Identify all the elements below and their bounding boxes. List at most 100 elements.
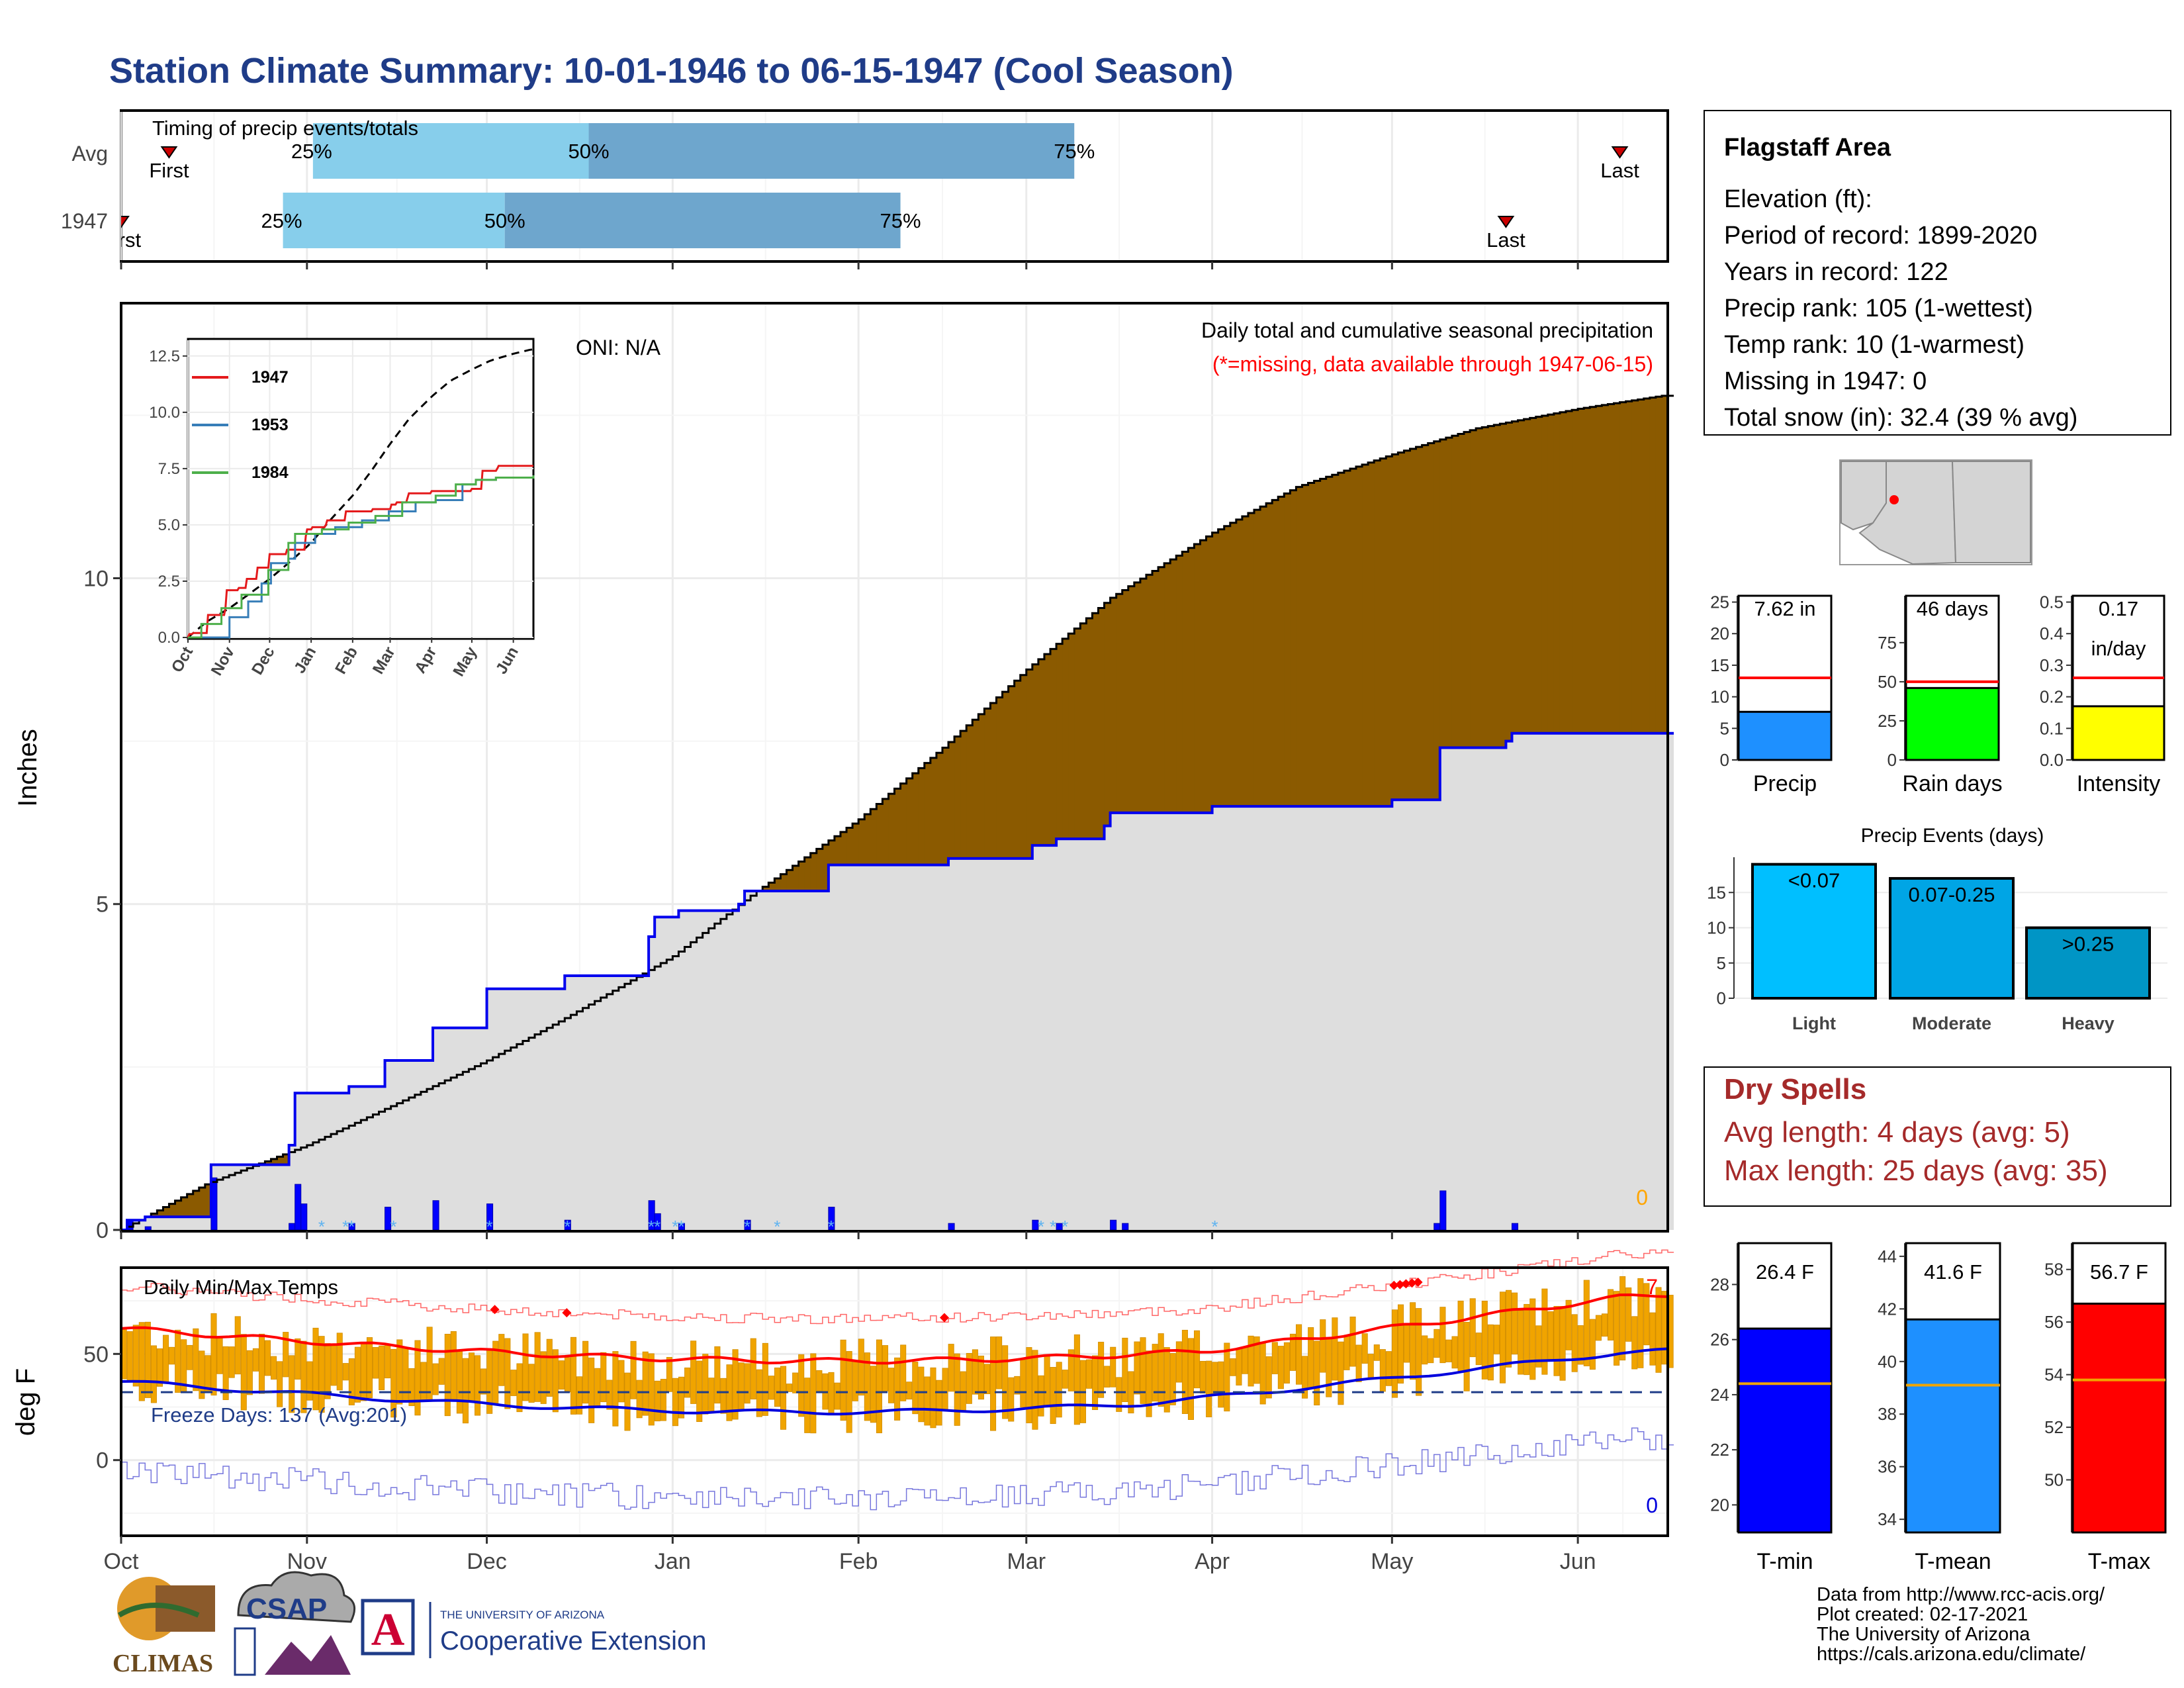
record-high-marker xyxy=(1395,1280,1405,1289)
precip-anomaly-fill xyxy=(1566,410,1572,733)
daily-temp-bar xyxy=(444,1333,451,1417)
station-location-dot xyxy=(1889,495,1899,504)
temp-bar-label: 26.4 F xyxy=(1756,1260,1814,1284)
daily-temp-bar xyxy=(330,1344,337,1386)
precip-anomaly-fill xyxy=(1290,490,1297,807)
events-title: Precip Events (days) xyxy=(1861,825,2044,847)
daily-temp-bar xyxy=(1218,1361,1224,1408)
precip-anomaly-fill xyxy=(1104,602,1111,826)
event-bar xyxy=(2025,926,2151,1000)
temp-value-bar xyxy=(1905,1318,2001,1534)
daily-temp-bar xyxy=(528,1364,535,1403)
daily-temp-bar xyxy=(187,1344,193,1370)
daily-temp-bar xyxy=(1373,1344,1380,1361)
daily-temp-bar xyxy=(264,1340,271,1376)
precip-anomaly-fill xyxy=(1506,422,1513,741)
daily-temp-bar xyxy=(1445,1339,1452,1362)
daily-temp-bar xyxy=(210,1313,217,1396)
temp-bar-name: T-max xyxy=(2088,1549,2150,1574)
daily-temp-bar xyxy=(252,1348,259,1372)
precip-anomaly-fill xyxy=(1637,399,1645,733)
daily-temp-bar xyxy=(390,1348,397,1418)
dry-frame xyxy=(1704,1066,2171,1207)
precip-bar-name: Intensity xyxy=(2077,771,2161,796)
precip-anomaly-fill xyxy=(1242,516,1249,807)
daily-temp-bar xyxy=(588,1357,595,1423)
small-y-tick-label: 50 xyxy=(1878,672,1897,692)
daily-temp-bar xyxy=(1493,1325,1500,1354)
small-y-tick-label: 5 xyxy=(1720,718,1729,738)
timing-bar-q2 xyxy=(588,123,1075,179)
daily-temp-bar xyxy=(1008,1377,1015,1422)
daily-temp-bar xyxy=(480,1368,487,1395)
precip-anomaly-fill xyxy=(852,823,859,865)
daily-temp-bar xyxy=(475,1355,481,1416)
daily-temp-bar xyxy=(222,1346,229,1400)
daily-temp-bar xyxy=(1134,1341,1140,1395)
record-high-marker xyxy=(1389,1280,1399,1290)
precip-anomaly-fill xyxy=(978,714,985,859)
ua-letter: A xyxy=(371,1605,405,1656)
precip-anomaly-fill xyxy=(912,773,919,865)
daily-temp-bar xyxy=(396,1339,403,1405)
daily-temp-bar xyxy=(1002,1345,1009,1419)
precip-anomaly-fill xyxy=(786,870,794,892)
timing-pct-label: 75% xyxy=(1054,140,1095,163)
daily-temp-bar xyxy=(216,1337,223,1374)
daily-temp-bar xyxy=(199,1350,205,1399)
precip-anomaly-fill xyxy=(1236,519,1243,807)
daily-temp-bar xyxy=(1230,1358,1236,1376)
event-bar-name: Moderate xyxy=(1912,1013,1991,1033)
station-name: Flagstaff Area xyxy=(1724,134,1891,162)
precip-anomaly-fill xyxy=(1260,506,1267,807)
precip-anomaly-fill xyxy=(1170,559,1177,813)
daily-temp-bar xyxy=(894,1357,901,1421)
small-y-tick-label: 24 xyxy=(1710,1385,1729,1405)
daily-temp-bar xyxy=(1265,1356,1272,1399)
precip-anomaly-fill xyxy=(199,1188,206,1217)
snow-marker: * xyxy=(342,1217,349,1237)
small-y-tick-label: 0.4 xyxy=(2040,624,2064,643)
precip-bar-label: 46 days xyxy=(1917,597,1989,620)
temp-bar-name: T-min xyxy=(1757,1549,1813,1574)
daily-temp-bar xyxy=(1014,1376,1021,1395)
daily-temp-bar xyxy=(774,1367,780,1407)
inset-y-tick-label: 10.0 xyxy=(149,404,180,422)
precip-anomaly-fill xyxy=(1050,649,1057,846)
daily-temp-bar xyxy=(1553,1305,1560,1376)
precip-anomaly-fill xyxy=(1158,567,1165,813)
daily-temp-bar xyxy=(720,1378,727,1414)
small-y-tick-label: 38 xyxy=(1878,1404,1897,1424)
precip-anomaly-fill xyxy=(163,1207,170,1217)
temp-value-bar xyxy=(1737,1327,1833,1534)
daily-temp-bar xyxy=(1625,1287,1632,1342)
precip-anomaly-fill xyxy=(1284,493,1291,807)
daily-temp-bar xyxy=(1583,1280,1590,1366)
record-high-marker xyxy=(490,1305,500,1315)
daily-temp-bar xyxy=(1181,1329,1188,1415)
daily-temp-bar xyxy=(1194,1330,1201,1389)
daily-temp-bar xyxy=(1524,1303,1530,1376)
daily-temp-bar xyxy=(918,1366,925,1423)
precip-anomaly-fill xyxy=(1457,434,1465,748)
daily-temp-bar xyxy=(1332,1317,1338,1381)
inset-legend-1953: 1953 xyxy=(251,416,289,434)
first-event-label: First xyxy=(149,159,189,182)
daily-temp-bar xyxy=(295,1338,301,1380)
daily-temp-bar xyxy=(169,1346,175,1365)
inset-y-tick-label: 12.5 xyxy=(149,348,180,365)
precip-anomaly-fill xyxy=(882,798,889,865)
precip-zero-count: 0 xyxy=(1636,1186,1648,1209)
precip-anomaly-fill xyxy=(1338,473,1345,807)
daily-temp-bar xyxy=(1349,1316,1356,1367)
precip-anomaly-fill xyxy=(1206,536,1213,813)
daily-temp-bar xyxy=(990,1336,997,1431)
daily-temp-bar xyxy=(342,1363,349,1381)
precip-anomaly-fill xyxy=(1308,483,1315,807)
precip-anomaly-fill xyxy=(1535,416,1543,733)
daily-temp-bar xyxy=(1518,1310,1524,1375)
daily-temp-bar xyxy=(882,1345,889,1391)
daily-temp-bar xyxy=(1571,1314,1578,1372)
last-event-marker xyxy=(1497,216,1515,228)
